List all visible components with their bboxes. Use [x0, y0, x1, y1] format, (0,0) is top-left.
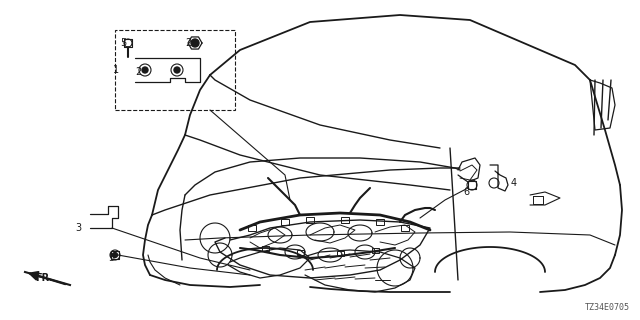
FancyArrowPatch shape: [30, 272, 65, 284]
Bar: [296, 250, 303, 254]
Circle shape: [191, 39, 199, 47]
Bar: [306, 217, 314, 223]
Bar: [262, 245, 269, 251]
Text: FR.: FR.: [35, 273, 53, 283]
Text: 5: 5: [108, 253, 115, 263]
Circle shape: [113, 252, 118, 258]
Text: TZ34E0705: TZ34E0705: [585, 303, 630, 312]
Text: 1: 1: [113, 65, 119, 75]
Text: 2: 2: [185, 38, 191, 48]
Text: 2: 2: [135, 67, 141, 77]
Text: 5: 5: [120, 38, 126, 48]
Text: 4: 4: [511, 178, 517, 188]
Bar: [248, 225, 256, 231]
Bar: [376, 219, 384, 225]
Bar: [341, 217, 349, 223]
Bar: [371, 247, 378, 252]
Bar: [401, 225, 409, 231]
Text: 6: 6: [463, 187, 469, 197]
Bar: [281, 219, 289, 225]
Bar: [337, 251, 344, 255]
Bar: [115, 30, 235, 110]
Text: 3: 3: [75, 223, 81, 233]
Circle shape: [142, 67, 148, 73]
Circle shape: [174, 67, 180, 73]
